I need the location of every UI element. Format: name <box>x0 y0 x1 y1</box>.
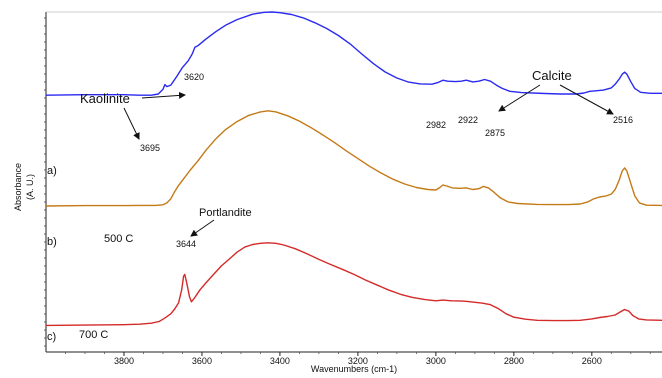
y-axis-title: Absorbance <box>13 163 23 211</box>
x-tick-label-2600: 2600 <box>582 356 602 366</box>
kaolinite-label: Kaolinite <box>80 91 130 106</box>
trace-label-a: a) <box>47 165 57 177</box>
x-tick-label-3200: 3200 <box>348 356 368 366</box>
x-tick-label-2800: 2800 <box>504 356 524 366</box>
calcite-arrow-left <box>498 84 541 112</box>
x-tick-label-3600: 3600 <box>192 356 212 366</box>
x-tick-label-3400: 3400 <box>270 356 290 366</box>
trace-label-b: b) <box>47 236 57 248</box>
x-axis-tick-labels: 3800 3600 3400 3200 3000 2800 2600 <box>114 356 602 366</box>
x-axis-title: Wavenumbers (cm-1) <box>311 364 397 374</box>
x-axis-ticks <box>65 352 651 356</box>
portlandite-label: Portlandite <box>199 207 252 219</box>
series-line-c <box>45 242 662 327</box>
peak-label-2982: 2982 <box>426 120 446 130</box>
x-tick-label-3000: 3000 <box>426 356 446 366</box>
peak-label-3644: 3644 <box>176 239 196 249</box>
x-tick-label-3800: 3800 <box>114 356 134 366</box>
calcite-arrow-right <box>559 84 614 115</box>
peak-label-2875: 2875 <box>485 128 505 138</box>
trace-label-c: c) <box>47 331 56 343</box>
peak-label-2922: 2922 <box>458 115 478 125</box>
peak-label-3695: 3695 <box>140 143 160 153</box>
series-line-a <box>45 11 662 96</box>
peak-label-3620: 3620 <box>184 72 204 82</box>
temperature-label-700: 700 C <box>79 329 108 341</box>
temperature-label-500: 500 C <box>104 233 133 245</box>
y-axis-minor-ticks <box>44 17 46 347</box>
peak-label-2516: 2516 <box>613 115 633 125</box>
kaolinite-arrow-3695 <box>123 107 140 140</box>
calcite-label: Calcite <box>532 68 572 83</box>
portlandite-arrow <box>190 219 215 237</box>
kaolinite-arrow-3620 <box>141 91 186 99</box>
series-layer <box>45 11 662 327</box>
y-axis-title-units: (A. U.) <box>25 174 35 200</box>
series-line-b <box>45 110 662 207</box>
